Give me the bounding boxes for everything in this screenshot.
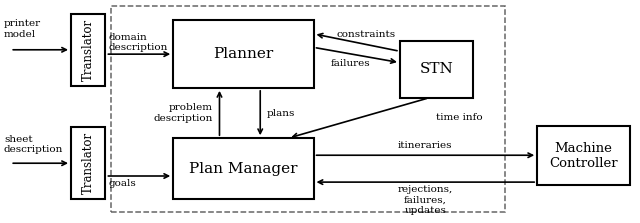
- Bar: [71, 127, 106, 199]
- Text: rejections,
failures,
updates: rejections, failures, updates: [397, 185, 453, 215]
- Text: time info: time info: [436, 114, 482, 122]
- Text: Plan Manager: Plan Manager: [189, 162, 298, 176]
- Text: goals: goals: [109, 179, 136, 188]
- Text: printer
model: printer model: [4, 19, 41, 39]
- Text: STN: STN: [420, 62, 453, 76]
- Text: Planner: Planner: [213, 47, 273, 61]
- Text: domain
description: domain description: [109, 33, 168, 52]
- Bar: [71, 14, 106, 86]
- Text: constraints: constraints: [337, 30, 396, 39]
- Bar: [537, 126, 630, 185]
- Text: Translator: Translator: [82, 19, 95, 81]
- Bar: [173, 138, 314, 199]
- Text: Machine
Controller: Machine Controller: [549, 142, 618, 169]
- Text: problem
description: problem description: [154, 103, 213, 123]
- Bar: [173, 20, 314, 88]
- Text: sheet
description: sheet description: [4, 135, 63, 155]
- Text: itineraries: itineraries: [398, 141, 452, 150]
- Bar: [400, 41, 473, 98]
- Text: Translator: Translator: [82, 132, 95, 194]
- Text: plans: plans: [267, 109, 295, 118]
- Bar: [111, 6, 505, 212]
- Text: failures: failures: [330, 59, 370, 68]
